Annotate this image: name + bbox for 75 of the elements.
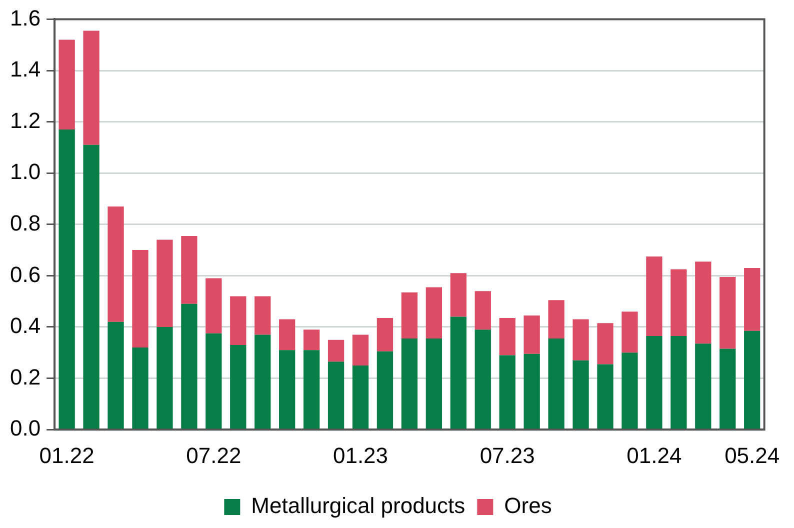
legend-label: Metallurgical products bbox=[251, 493, 466, 518]
bar bbox=[450, 316, 466, 429]
bar bbox=[376, 351, 394, 429]
bar bbox=[548, 338, 564, 429]
bar bbox=[132, 250, 148, 348]
y-tick-label: 0.8 bbox=[10, 210, 41, 236]
bar bbox=[597, 323, 614, 364]
bar bbox=[597, 364, 614, 429]
bar bbox=[646, 336, 662, 429]
x-tick-label: 07.22 bbox=[186, 442, 242, 468]
bar bbox=[426, 287, 442, 339]
y-tick-label: 1.2 bbox=[10, 108, 41, 133]
y-tick-label: 0.4 bbox=[10, 313, 41, 338]
bar bbox=[524, 315, 540, 354]
bar bbox=[450, 273, 466, 317]
bar bbox=[83, 144, 100, 429]
bar bbox=[474, 330, 491, 429]
bar bbox=[646, 256, 662, 336]
bar bbox=[401, 292, 418, 339]
bar bbox=[720, 276, 736, 349]
bar bbox=[744, 330, 760, 429]
bar bbox=[426, 338, 442, 429]
x-tick-label: 07.23 bbox=[480, 442, 535, 468]
bar bbox=[206, 278, 222, 334]
y-tick-label: 0.6 bbox=[10, 262, 41, 287]
bar bbox=[720, 348, 736, 429]
bar bbox=[474, 291, 491, 330]
y-tick-label: 1.6 bbox=[10, 5, 41, 30]
bar bbox=[108, 322, 124, 429]
bar bbox=[328, 362, 344, 429]
y-tick-label: 0.0 bbox=[10, 416, 41, 441]
bar bbox=[58, 40, 75, 130]
y-tick-label: 1.0 bbox=[10, 159, 41, 184]
bar bbox=[230, 344, 246, 429]
bar bbox=[303, 330, 320, 350]
bar bbox=[132, 348, 148, 429]
bar bbox=[572, 360, 589, 429]
x-tick-label: 05.24 bbox=[724, 442, 780, 468]
bar bbox=[622, 352, 638, 429]
bar bbox=[695, 344, 712, 429]
bar bbox=[670, 269, 687, 336]
bar bbox=[279, 319, 296, 350]
bar bbox=[376, 318, 394, 352]
bar bbox=[401, 338, 418, 429]
bar bbox=[499, 355, 516, 429]
bar bbox=[108, 206, 124, 322]
bar bbox=[352, 365, 369, 429]
x-tick-label: 01.22 bbox=[39, 442, 94, 468]
bar bbox=[58, 129, 75, 429]
bar bbox=[83, 30, 100, 145]
bar bbox=[181, 236, 198, 304]
bar bbox=[181, 304, 198, 429]
bar bbox=[670, 336, 687, 429]
bar bbox=[695, 262, 712, 344]
bar bbox=[524, 354, 540, 429]
bar bbox=[328, 340, 344, 362]
x-tick-label: 01.23 bbox=[332, 442, 388, 468]
bar bbox=[156, 327, 173, 429]
bar bbox=[622, 312, 638, 353]
legend-label: Ores bbox=[504, 493, 552, 518]
x-tick-label: 01.24 bbox=[626, 442, 682, 468]
bar bbox=[156, 240, 173, 327]
y-tick-label: 1.4 bbox=[10, 56, 41, 82]
bar bbox=[279, 350, 296, 429]
bar bbox=[230, 296, 246, 345]
bar bbox=[744, 268, 760, 331]
bar bbox=[548, 300, 564, 339]
bar bbox=[303, 350, 320, 429]
bar bbox=[352, 334, 369, 366]
y-tick-label: 0.2 bbox=[10, 364, 41, 390]
bar bbox=[572, 319, 589, 360]
bar bbox=[206, 333, 222, 429]
bar bbox=[254, 296, 271, 335]
bar bbox=[254, 334, 271, 429]
bar bbox=[499, 318, 516, 356]
